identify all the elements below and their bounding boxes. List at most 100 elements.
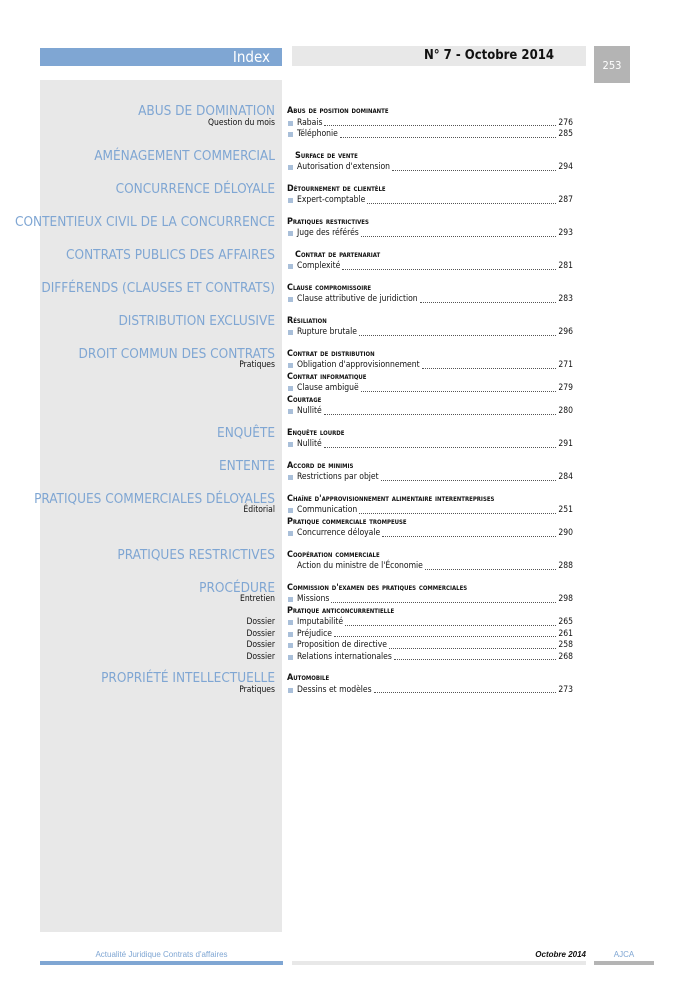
entry-page[interactable]: 291	[558, 439, 573, 449]
index-entry[interactable]: Préjudice 261	[287, 629, 573, 641]
footer-rule-light	[292, 961, 586, 965]
category-rubric: Dossier	[246, 651, 275, 662]
entry-page[interactable]: 258	[558, 640, 573, 650]
entry-page[interactable]: 279	[558, 383, 573, 393]
entry-page[interactable]: 296	[558, 327, 573, 337]
entry-heading: Résiliation	[287, 315, 327, 326]
index-entry[interactable]: Complexité 281	[287, 261, 573, 273]
category-rubric: Question du mois	[208, 117, 275, 128]
index-entry[interactable]: Obligation d'approvisionnement 271	[287, 360, 573, 372]
category-rubric: Dossier	[246, 640, 275, 650]
square-bullet-icon	[288, 363, 293, 368]
index-block: CONCURRENCE DÉLOYALE Détournement de clie…	[0, 182, 700, 207]
dot-leader	[419, 294, 557, 303]
dot-leader	[358, 327, 557, 336]
entry-page[interactable]: 271	[558, 360, 573, 370]
category-rubric: Éditorial	[243, 505, 275, 515]
entry-page[interactable]: 298	[558, 594, 573, 604]
entry-label: Missions	[297, 594, 330, 604]
index-entry[interactable]: Rupture brutale 296	[287, 327, 573, 339]
entry-page[interactable]: 280	[558, 406, 573, 416]
dot-leader	[360, 228, 557, 237]
index-block: DROIT COMMUN DES CONTRATS Pratiques Contra…	[0, 347, 700, 418]
dot-leader	[392, 162, 557, 171]
dot-leader	[382, 528, 557, 537]
entry-page[interactable]: 265	[558, 617, 573, 627]
entry-page[interactable]: 293	[558, 228, 573, 238]
index-entry[interactable]: Concurrence déloyale 290	[287, 528, 573, 540]
square-bullet-icon	[288, 508, 293, 513]
index-entry[interactable]: Autorisation d'extension 294	[287, 162, 573, 174]
index-entry[interactable]: Missions 298	[287, 594, 573, 606]
entry-page[interactable]: 287	[558, 195, 573, 205]
entry-label: Obligation d'approvisionnement	[297, 360, 420, 370]
index-entry[interactable]: Imputabilité 265	[287, 617, 573, 629]
square-bullet-icon	[288, 654, 293, 660]
index-entry[interactable]: Clause ambiguë 279	[287, 383, 573, 395]
entries-column: Surface de vente Autorisation d'extension…	[287, 151, 573, 174]
category-title: AMÉNAGEMENT COMMERCIAL	[94, 147, 275, 164]
entry-heading: Contrat de partenariat	[295, 249, 381, 260]
entry-label: Imputabilité	[297, 617, 344, 627]
category-rubric: Dossier	[246, 617, 275, 627]
index-entry[interactable]: Action du ministre de l'Économie 288	[287, 561, 573, 573]
square-bullet-icon	[288, 264, 293, 269]
entry-page[interactable]: 276	[558, 117, 573, 128]
category-title: DISTRIBUTION EXCLUSIVE	[118, 312, 275, 329]
square-bullet-icon	[288, 620, 293, 625]
entry-page[interactable]: 284	[558, 472, 573, 482]
square-bullet-icon	[288, 165, 293, 170]
index-entry[interactable]: Expert-comptable 287	[287, 195, 573, 207]
entry-page[interactable]: 281	[558, 261, 573, 271]
entry-heading: Commission d'examen des pratiques commer…	[287, 582, 468, 593]
category-column: CONCURRENCE DÉLOYALE	[0, 182, 275, 207]
entry-heading: Courtage	[287, 394, 322, 405]
entry-heading: Coopération commerciale	[287, 549, 380, 560]
category-title: ENQUÊTE	[217, 424, 275, 441]
index-entry[interactable]: Nullité 280	[287, 406, 573, 418]
entries-column: Détournement de clientèle Expert-comptabl…	[287, 184, 573, 207]
index-entry[interactable]: Téléphonie 285	[287, 129, 573, 141]
category-title: ABUS DE DOMINATION	[138, 103, 275, 119]
entry-page[interactable]: 294	[558, 162, 573, 172]
footer-journal: Actualité Juridique Contrats d'affaires	[95, 950, 228, 959]
entries-column: Contrat de partenariat Complexité 281	[287, 250, 573, 273]
entry-page[interactable]: 261	[558, 628, 573, 639]
entry-label: Concurrence déloyale	[297, 528, 381, 538]
entry-page[interactable]: 288	[558, 561, 573, 571]
entry-page[interactable]: 268	[558, 651, 573, 662]
index-entry[interactable]: Relations internationales 268	[287, 652, 573, 664]
entry-page[interactable]: 283	[558, 294, 573, 304]
index-entry[interactable]: Communication 251	[287, 505, 573, 517]
dot-leader	[331, 594, 557, 603]
category-title: CONTENTIEUX CIVIL DE LA CONCURRENCE	[14, 213, 275, 230]
category-column: CONTENTIEUX CIVIL DE LA CONCURRENCE	[0, 213, 275, 240]
index-entry[interactable]: Juge des référés 293	[287, 228, 573, 240]
index-entry[interactable]: Restrictions par objet 284	[287, 472, 573, 484]
category-rubric: Dossier	[246, 628, 275, 639]
footer-brand: AJCA	[613, 950, 635, 959]
category-title: DIFFÉRENDS (CLAUSES ET CONTRATS)	[41, 279, 275, 296]
entry-page[interactable]: 285	[558, 129, 573, 139]
index-entry[interactable]: Dessins et modèles 273	[287, 685, 573, 697]
index-block: PROCÉDURE Entretien Dossier Dossier Dossier D…	[0, 581, 700, 664]
issue-label: N° 7 - Octobre 2014	[292, 46, 586, 66]
entry-page[interactable]: 290	[558, 528, 573, 538]
entry-page[interactable]: 251	[558, 505, 573, 515]
entry-heading: Pratiques restrictives	[287, 216, 369, 227]
square-bullet-icon	[288, 531, 293, 536]
index-entry[interactable]: Clause attributive de juridiction 283	[287, 294, 573, 306]
index-entry[interactable]: Rabais 276	[287, 118, 573, 130]
entry-page[interactable]: 273	[558, 684, 573, 695]
category-rubric	[0, 606, 275, 618]
index-block: ABUS DE DOMINATION Question du mois Abus d…	[0, 103, 700, 141]
category-column: ENQUÊTE	[0, 424, 275, 451]
category-column: PROPRIÉTÉ INTELLECTUELLE Pratiques	[0, 672, 275, 696]
index-entry[interactable]: Nullité 291	[287, 439, 573, 451]
dot-leader	[323, 439, 557, 448]
entry-label: Rabais	[297, 117, 323, 128]
dot-leader	[334, 629, 557, 637]
index-entry[interactable]: Proposition de directive 258	[287, 640, 573, 652]
index-block: CONTRATS PUBLICS DES AFFAIRES Contrat de …	[0, 248, 700, 273]
category-column: PRATIQUES COMMERCIALES DÉLOYALES Éditoria…	[0, 492, 275, 540]
